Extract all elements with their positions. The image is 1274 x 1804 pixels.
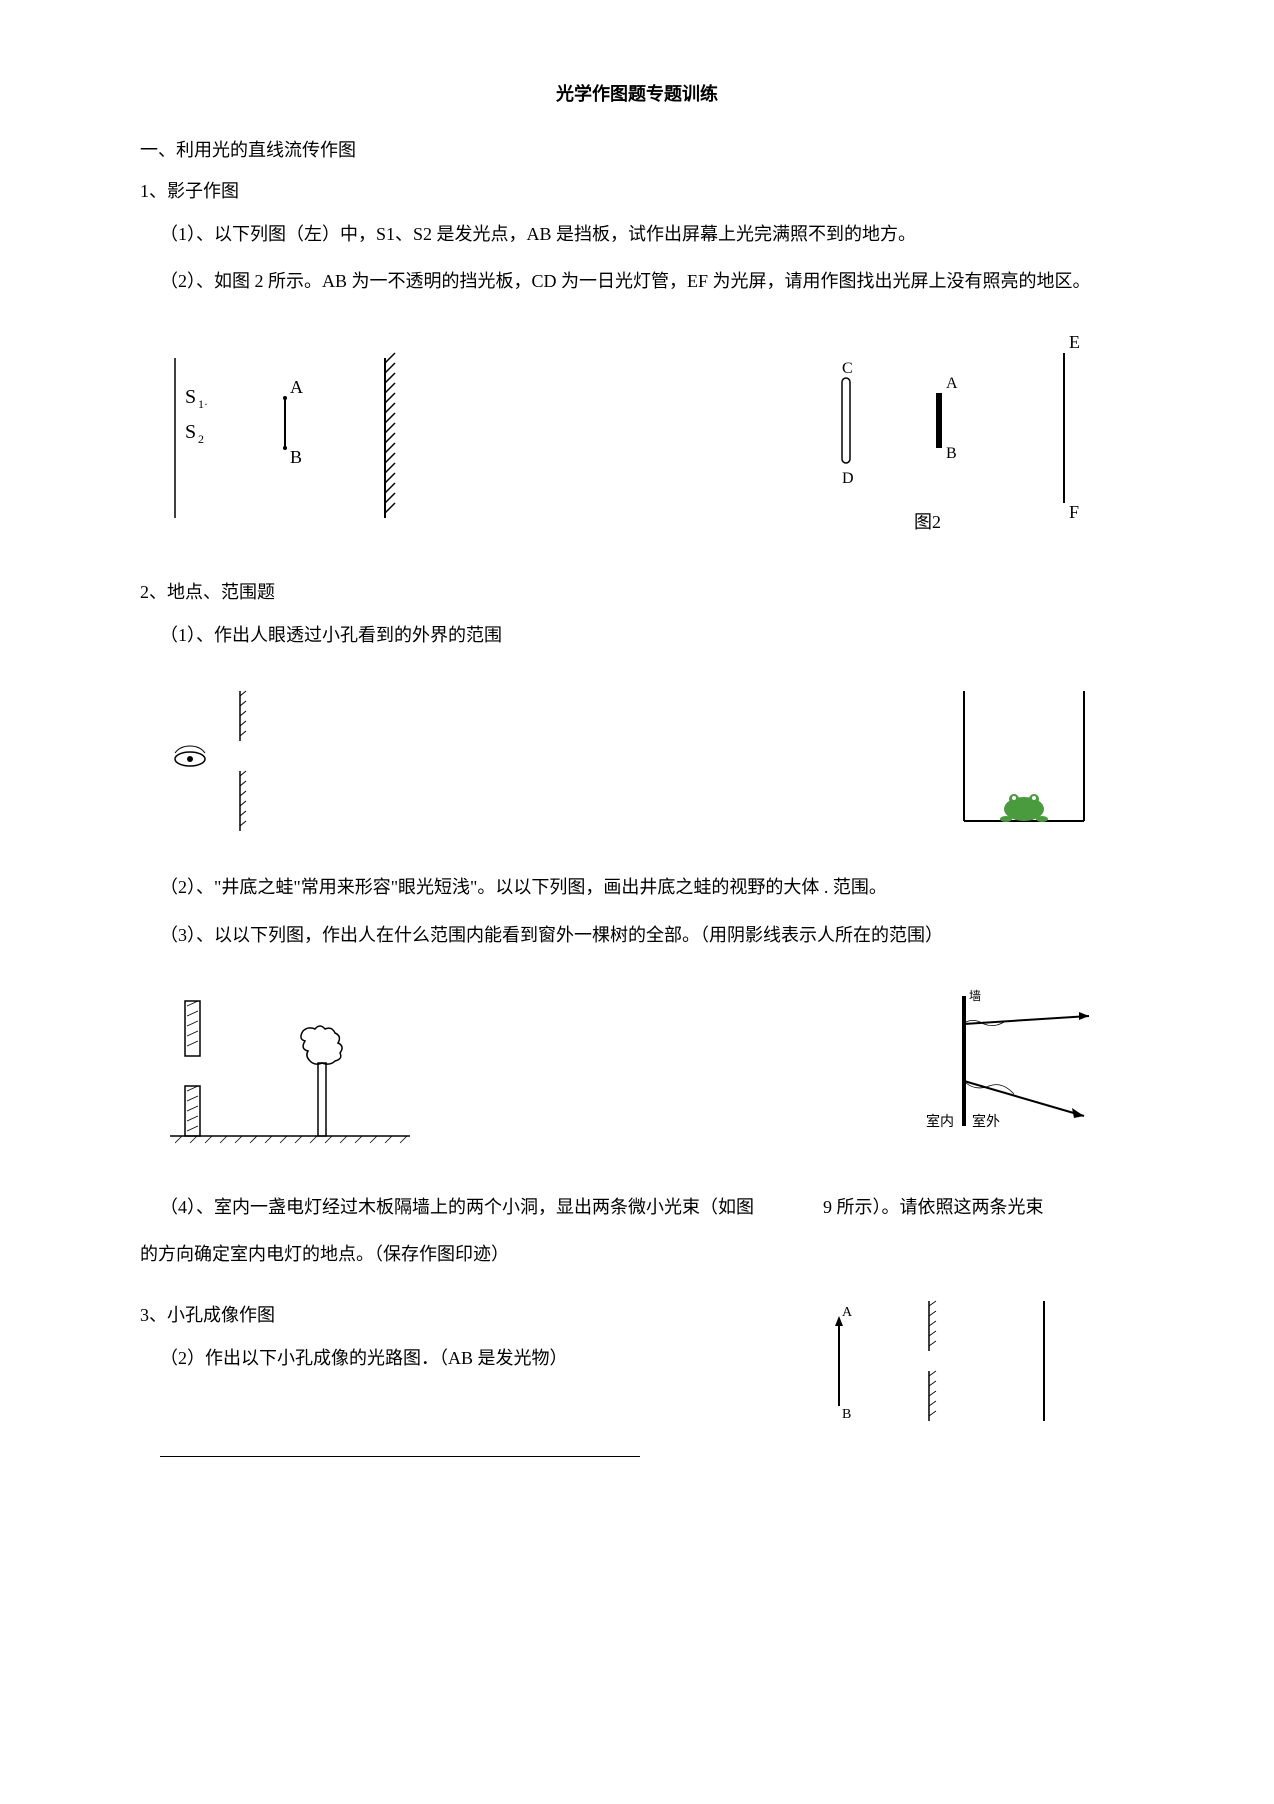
document-title: 光学作图题专题训练 (100, 80, 1174, 106)
figure-2: C D A B E F 图2 (814, 328, 1114, 548)
fig2-b-label: B (946, 445, 957, 462)
fig2-f-label: F (1069, 502, 1079, 522)
figure-4-frog (934, 681, 1114, 841)
figure-row-3: 墙 室内 室外 (160, 981, 1114, 1161)
item-3-2: （2）作出以下小孔成像的光路图．（AB 是发光物） (160, 1342, 814, 1374)
sub-2-heading: 2、地点、范围题 (140, 578, 1174, 604)
item-2-4-c: 的方向确定室内电灯的地点。（保存作图印迹） (140, 1238, 1174, 1270)
item-2-4-a: （4）、室内一盏电灯经过木板隔墙上的两个小洞，显出两条微小光束（如图 (160, 1197, 754, 1217)
figure-3-eye (160, 681, 310, 841)
sub-1-heading: 1、影子作图 (140, 177, 1174, 203)
fig2-c-label: C (842, 360, 853, 377)
fig1-s1-label: S (185, 386, 196, 408)
item-2-3: （3）、以以下列图，作出人在什么范围内能看到窗外一棵树的全部。（用阴影线表示人所… (160, 919, 1174, 951)
fig1-s2-label: S (185, 421, 196, 443)
figure-7-pinhole: A B (814, 1286, 1074, 1436)
wall-ticks-bottom (240, 771, 246, 826)
fig2-e-label: E (1069, 332, 1080, 352)
barrier-ticks (929, 1301, 936, 1416)
fig5-indoor-label: 室内 (926, 1113, 954, 1130)
fig2-a-label: A (946, 375, 958, 392)
fig2-d-label: D (842, 470, 854, 487)
bottom-divider (160, 1456, 640, 1457)
figure-6-wall-beams: 墙 室内 室外 (854, 981, 1114, 1161)
svg-text:墙: 墙 (969, 989, 981, 1003)
fig6-b-label: B (842, 1407, 851, 1422)
eye-icon (175, 746, 205, 766)
frog-icon (1000, 794, 1048, 822)
item-2-4: （4）、室内一盏电灯经过木板隔墙上的两个小洞，显出两条微小光束（如图 9 所示）… (160, 1191, 1174, 1223)
tree-icon (301, 1026, 342, 1136)
fig5-outdoor-label: 室外 (972, 1113, 1000, 1130)
svg-text:1·: 1· (198, 397, 208, 411)
fig2-caption: 图2 (914, 512, 941, 532)
fig1-a-label: A (290, 377, 303, 397)
figure-row-2 (160, 681, 1114, 841)
hatch-pattern (385, 353, 395, 513)
fig6-a-label: A (842, 1305, 853, 1320)
ground-hatch (175, 1136, 407, 1143)
wall-ticks-top (240, 691, 246, 736)
figure-1: S 1· S 2 A B (160, 328, 440, 548)
item-2-2: （2）、"井底之蛙"常用来形容"眼光短浅"。以以下列图，画出井底之蛙的视野的大体… (160, 871, 1174, 903)
item-2-4-b: 9 所示）。请依照这两条光束 (823, 1197, 1044, 1217)
figure-5-tree (160, 981, 420, 1161)
fig1-b-label: B (290, 447, 302, 467)
item-1-2: （2）、如图 2 所示。AB 为一不透明的挡光板，CD 为一日光灯管，EF 为光… (160, 265, 1174, 297)
section-1-heading: 一、利用光的直线流传作图 (140, 136, 1174, 162)
sub-3-heading: 3、小孔成像作图 (140, 1301, 814, 1327)
figure-row-1: S 1· S 2 A B (160, 328, 1114, 548)
item-1-1: （1）、以下列图（左）中，S1、S2 是发光点，AB 是挡板，试作出屏幕上光完满… (160, 218, 1174, 250)
item-2-1: （1）、作出人眼透过小孔看到的外界的范围 (160, 619, 1174, 651)
svg-text:2: 2 (198, 432, 204, 446)
